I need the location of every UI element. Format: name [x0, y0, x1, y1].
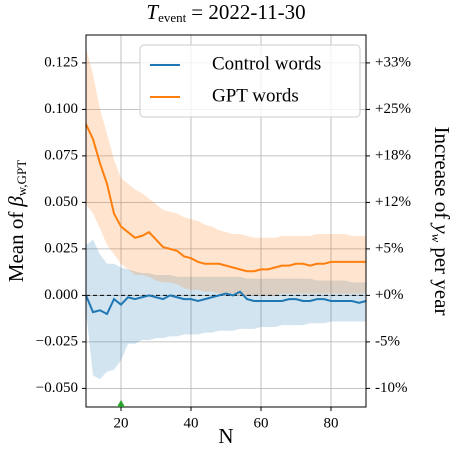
y-label-symbol: β: [4, 196, 28, 208]
x-tick-label: 40: [184, 415, 199, 431]
y2-tick-label: +18%: [375, 147, 411, 163]
y2-tick-label: -5%: [375, 333, 400, 349]
y-label-text: Mean of: [4, 212, 28, 283]
x-tick-label: 80: [324, 415, 339, 431]
y-tick-label: 0.050: [44, 194, 78, 210]
y2-tick-label: +25%: [375, 101, 411, 117]
y-label-subscript: w,GPT: [14, 160, 29, 196]
y-tick-label: −0.050: [36, 380, 78, 396]
y-axis-label: Mean of βw,GPT: [4, 160, 29, 282]
chart-title: Tevent = 2022-11-30: [146, 0, 305, 25]
x-tick-label: 20: [114, 415, 129, 431]
y2-label-symbol: y: [430, 222, 454, 234]
title-text: = 2022-11-30: [191, 0, 305, 24]
y2-tick-label: -10%: [375, 380, 408, 396]
y-tick-label: 0.100: [44, 101, 78, 117]
event-marker: [117, 400, 125, 407]
x-axis-label: N: [218, 424, 233, 448]
y-tick-label: −0.025: [36, 333, 78, 349]
title-symbol: T: [146, 0, 159, 24]
y2-tick-label: +33%: [375, 54, 411, 70]
y2-tick-label: +0%: [375, 287, 403, 303]
y-tick-label: 0.025: [44, 240, 78, 256]
legend-label: GPT words: [212, 85, 299, 106]
legend-label: Control words: [212, 53, 321, 74]
confidence-band: [86, 48, 366, 296]
legend-box: [139, 44, 361, 118]
confidence-band: [86, 239, 366, 380]
y2-label-subscript: w: [429, 234, 444, 243]
title-subscript: event: [158, 10, 187, 25]
series-line: [85, 123, 366, 273]
y-tick-label: 0.125: [44, 54, 78, 70]
y-tick-label: 0.000: [44, 287, 78, 303]
x-tick-label: 60: [254, 415, 269, 431]
plot-frame: [85, 34, 367, 408]
y-tick-label: 0.075: [44, 147, 78, 163]
y2-axis-label: Increase of yw per year: [429, 127, 454, 316]
y2-tick-label: +12%: [375, 194, 411, 210]
series-line: [85, 290, 367, 316]
y2-label-suffix: per year: [430, 247, 454, 315]
y2-label-text: Increase of: [430, 127, 454, 220]
y2-tick-label: +5%: [375, 240, 403, 256]
